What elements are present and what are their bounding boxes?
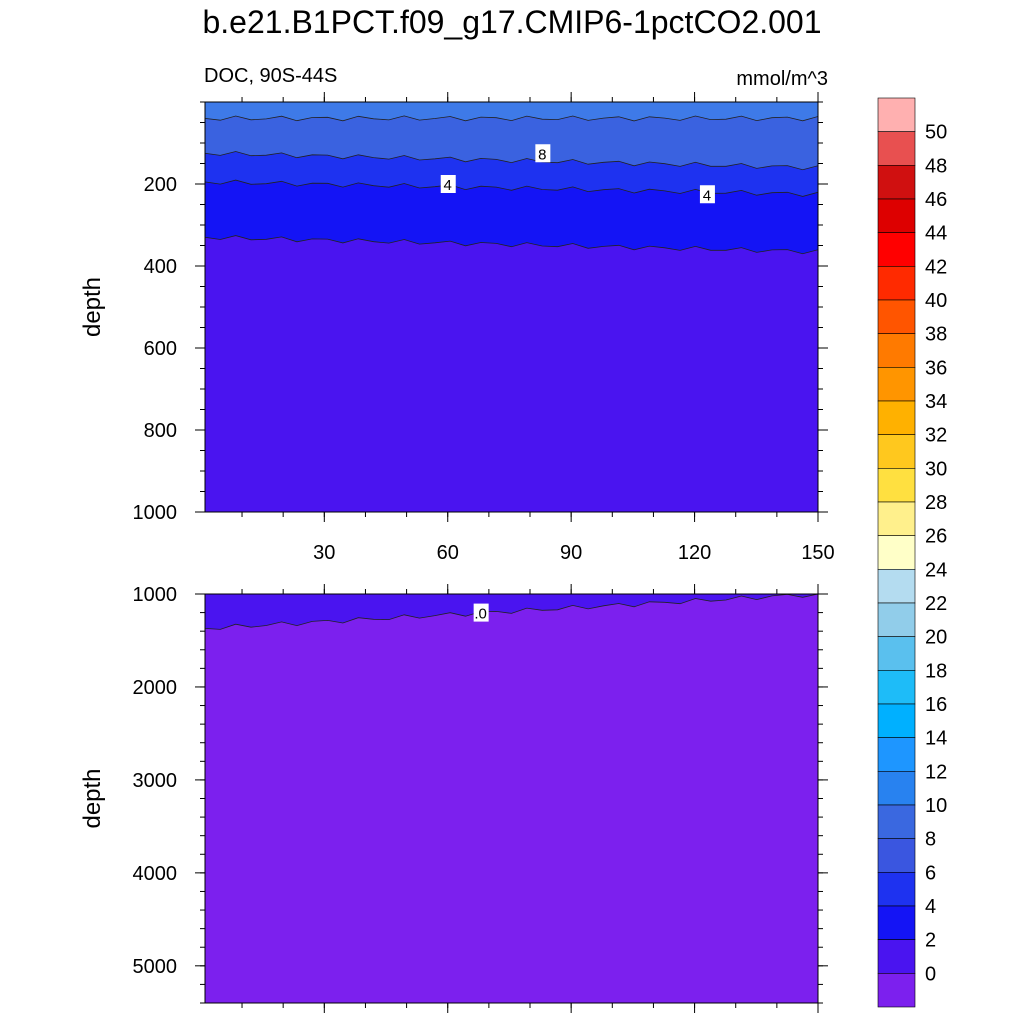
colorbar-label: 22 <box>925 593 947 615</box>
colorbar-label: 38 <box>925 324 947 346</box>
panel-lower: .0 1000 2000 3000 4000 5000 depth <box>79 584 828 1013</box>
x-tick-label: 150 <box>801 542 834 564</box>
y-tick-label: 2000 <box>133 677 178 699</box>
colorbar-label: 46 <box>925 189 947 211</box>
y-tick-label: 800 <box>144 420 177 442</box>
x-tick-label: 60 <box>437 542 459 564</box>
colorbar-label: 10 <box>925 795 947 817</box>
colorbar-swatch <box>877 198 916 233</box>
colorbar-label: 0 <box>925 963 936 985</box>
y-tick-label: 4000 <box>133 863 178 885</box>
colorbar-label: 24 <box>925 559 947 581</box>
colorbar-swatch <box>877 232 916 267</box>
colorbar-label: 4 <box>925 896 936 918</box>
colorbar-swatch <box>877 737 916 772</box>
colorbar-label: 32 <box>925 425 947 447</box>
colorbar-label: 28 <box>925 492 947 514</box>
colorbar-label: 44 <box>925 223 947 245</box>
contour-band-8 <box>204 101 819 171</box>
x-tick-label: 90 <box>560 542 582 564</box>
y-tick-label: 1000 <box>133 502 178 524</box>
contour-label: 4 <box>444 177 452 194</box>
colorbar-swatch <box>877 569 916 604</box>
colorbar-swatch <box>877 973 916 1008</box>
colorbar-label: 18 <box>925 660 947 682</box>
colorbar-label: 2 <box>925 930 936 952</box>
colorbar-label: 12 <box>925 761 947 783</box>
contour-band-2 <box>204 593 819 630</box>
colorbar-swatch <box>877 771 916 806</box>
contour-label: 8 <box>538 146 546 163</box>
colorbar-swatch <box>877 703 916 738</box>
colorbar-swatch <box>877 266 916 301</box>
colorbar-swatch <box>877 670 916 705</box>
variable-label: DOC, 90S-44S <box>204 65 338 87</box>
colorbar-swatch <box>877 804 916 839</box>
colorbar-swatch <box>877 400 916 435</box>
panel-upper: 8 4 4 200 400 600 800 1000 30 60 90 120 150 depth <box>79 92 835 564</box>
colorbar: 5048464442403836343230282624222018161412… <box>877 97 947 1008</box>
colorbar-swatch <box>877 333 916 368</box>
colorbar-swatch <box>877 97 916 132</box>
colorbar-swatch <box>877 838 916 873</box>
colorbar-label: 50 <box>925 122 947 144</box>
colorbar-label: 40 <box>925 290 947 312</box>
colorbar-label: 6 <box>925 862 936 884</box>
colorbar-swatch <box>877 165 916 200</box>
colorbar-swatch <box>877 299 916 334</box>
colorbar-label: 20 <box>925 627 947 649</box>
y-tick-label: 1000 <box>133 584 178 606</box>
y-tick-label: 3000 <box>133 770 178 792</box>
units-label: mmol/m^3 <box>736 68 828 90</box>
contour-label-box <box>699 185 715 204</box>
colorbar-label: 42 <box>925 256 947 278</box>
y-tick-label: 200 <box>144 174 177 196</box>
colorbar-swatch <box>877 939 916 974</box>
colorbar-swatch <box>877 602 916 637</box>
contour-label: .0 <box>474 606 487 623</box>
chart-title: b.e21.B1PCT.f09_g17.CMIP6-1pctCO2.001 <box>202 4 822 40</box>
y-axis-label: depth <box>79 768 106 828</box>
contour-band-0 <box>205 594 818 1003</box>
contour-label-box <box>535 144 551 163</box>
colorbar-label: 34 <box>925 391 947 413</box>
colorbar-swatch <box>877 636 916 671</box>
y-tick-label: 400 <box>144 256 177 278</box>
y-axis-label: depth <box>79 277 106 337</box>
colorbar-label: 30 <box>925 458 947 480</box>
colorbar-label: 48 <box>925 155 947 177</box>
colorbar-label: 8 <box>925 829 936 851</box>
colorbar-swatch <box>877 434 916 469</box>
colorbar-swatch <box>877 131 916 166</box>
colorbar-swatch <box>877 905 916 940</box>
colorbar-swatch <box>877 367 916 402</box>
x-tick-label: 120 <box>678 542 711 564</box>
colorbar-label: 36 <box>925 357 947 379</box>
colorbar-swatch <box>877 535 916 570</box>
x-tick-label: 30 <box>313 542 335 564</box>
y-tick-label: 600 <box>144 338 177 360</box>
colorbar-label: 26 <box>925 526 947 548</box>
colorbar-swatch <box>877 872 916 907</box>
contour-band-10 <box>204 101 819 122</box>
y-tick-label: 5000 <box>133 956 178 978</box>
contour-label: 4 <box>703 187 711 204</box>
colorbar-swatch <box>877 501 916 536</box>
contour-label-box <box>440 175 456 193</box>
contour-label-box <box>473 603 489 622</box>
colorbar-swatch <box>877 468 916 503</box>
colorbar-label: 14 <box>925 728 947 750</box>
colorbar-label: 16 <box>925 694 947 716</box>
